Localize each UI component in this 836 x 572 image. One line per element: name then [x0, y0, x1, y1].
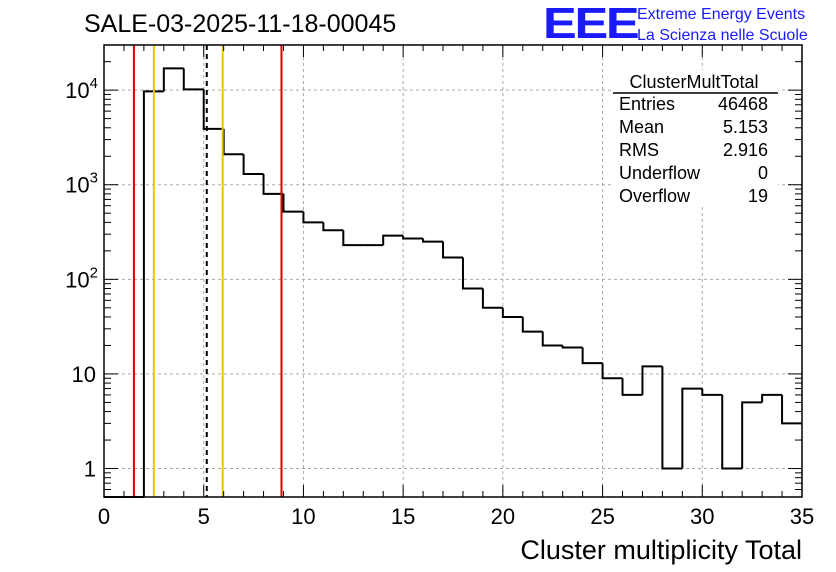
y-tick-label: 1 — [84, 457, 96, 482]
stats-value: 46468 — [718, 94, 768, 114]
histogram-bar — [182, 68, 204, 91]
histogram-bar — [461, 257, 483, 290]
histogram-bar — [262, 173, 284, 195]
chart-title: SALE-03-2025-11-18-00045 — [84, 10, 397, 38]
histogram-bar — [422, 238, 444, 243]
histogram-bar — [202, 89, 224, 130]
histogram-bar — [142, 90, 164, 497]
histogram-bar — [521, 316, 543, 333]
stats-value: 0 — [758, 163, 768, 183]
histogram-bar — [222, 128, 244, 156]
histogram-bar — [661, 366, 683, 470]
x-tick-label: 25 — [590, 504, 614, 529]
logo-caption-line1: Extreme Energy Events — [637, 6, 806, 23]
histogram-bar — [681, 387, 703, 469]
x-tick-label: 0 — [98, 504, 110, 529]
histogram-bar — [342, 230, 364, 247]
stats-label: Overflow — [619, 186, 691, 206]
stats-value: 5.153 — [723, 117, 768, 137]
histogram-bar — [561, 345, 583, 349]
histogram-bar — [741, 401, 763, 469]
x-axis-ticks: 0 5 10 15 20 25 30 35 — [98, 45, 814, 529]
x-tick-label: 35 — [790, 504, 814, 529]
histogram-bar — [442, 241, 463, 259]
y-tick-label: 10 — [72, 362, 96, 387]
histogram-bar — [721, 394, 743, 470]
histogram-bar — [761, 393, 783, 403]
x-axis-label: Cluster multiplicity Total — [520, 535, 802, 565]
stats-value: 19 — [748, 186, 768, 206]
stats-value: 2.916 — [723, 140, 768, 160]
histogram-bar — [501, 307, 523, 318]
eee-logo: EEE — [543, 0, 640, 48]
y-tick-label: 104 — [65, 75, 98, 103]
logo-caption: Extreme Energy Events La Scienza nelle S… — [637, 4, 808, 46]
plot-frame — [103, 44, 803, 498]
histogram-bar — [541, 331, 563, 347]
stats-label: Underflow — [619, 163, 701, 183]
stats-label: RMS — [619, 140, 659, 160]
histogram-bar — [701, 388, 723, 396]
marker-lines — [132, 45, 283, 497]
axes-frame — [103, 44, 803, 498]
grid-lines — [104, 45, 802, 497]
histogram-bar — [621, 378, 643, 396]
x-tick-label: 30 — [690, 504, 714, 529]
histogram-bar — [581, 347, 603, 365]
histogram-bar — [781, 394, 802, 425]
histogram-bar — [322, 222, 344, 232]
stats-label: Entries — [619, 94, 675, 114]
histogram-bar — [601, 363, 623, 380]
stats-label: Mean — [619, 117, 664, 137]
histogram-bar — [382, 234, 404, 246]
histogram-bar — [282, 193, 304, 213]
histogram-bar — [402, 235, 424, 240]
histogram-bar — [302, 211, 324, 224]
y-tick-label: 103 — [65, 170, 98, 198]
histogram-bar — [162, 67, 184, 92]
x-tick-label: 15 — [391, 504, 415, 529]
y-axis-ticks: 1 10 102 103 104 — [65, 44, 802, 498]
x-tick-label: 5 — [198, 504, 210, 529]
x-tick-label: 10 — [291, 504, 315, 529]
histogram-bar — [481, 288, 503, 309]
histogram-bar — [641, 365, 663, 395]
stats-box: ClusterMultTotal Entries 46468 Mean 5.153 RM… — [613, 70, 778, 206]
histogram-bar — [242, 154, 264, 175]
stats-name: ClusterMultTotal — [629, 72, 758, 92]
y-tick-label: 102 — [65, 264, 98, 292]
logo-caption-line2: La Scienza nelle Scuole — [637, 27, 808, 44]
x-tick-label: 20 — [491, 504, 515, 529]
